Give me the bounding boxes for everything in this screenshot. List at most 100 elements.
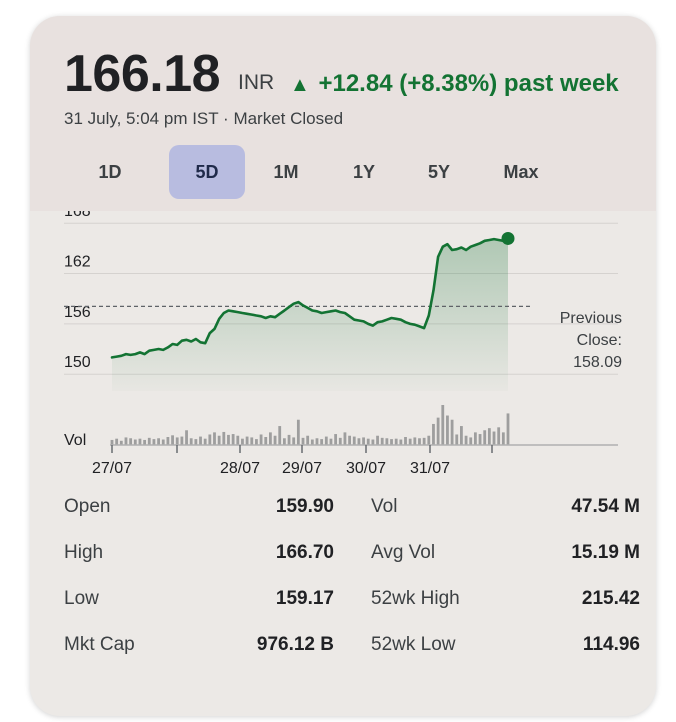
volume-bar [506, 413, 510, 445]
last-price-dot [501, 231, 515, 245]
volume-bar [115, 438, 119, 445]
volume-bar [362, 437, 365, 445]
volume-bar [432, 423, 435, 445]
stat-row-low: Low 159.17 52wk High 215.42 [64, 578, 640, 624]
quote-header [30, 16, 656, 211]
y-tick-label: 162 [64, 254, 91, 271]
stat-value-open: 159.90 [275, 496, 334, 517]
volume-bar [133, 439, 137, 445]
tab-max[interactable]: Max [503, 162, 539, 182]
volume-bar [255, 439, 258, 445]
volume-bar [352, 436, 356, 445]
volume-label: Vol [64, 432, 86, 449]
volume-bar [483, 430, 487, 445]
volume-bar [175, 437, 179, 445]
tab-1d[interactable]: 1D [98, 162, 122, 182]
volume-bar [282, 438, 286, 445]
price-change: ▲ +12.84 (+8.38%) past week [290, 70, 624, 99]
stat-value-vol: 47.54 M [571, 496, 640, 517]
volume-bar [189, 438, 193, 445]
volume-bar [334, 434, 338, 445]
stat-row-high: High 166.70 Avg Vol 15.19 M [64, 532, 640, 578]
stat-label-52wk-high: 52wk High [371, 588, 460, 609]
previous-close-value: 158.09 [573, 354, 622, 371]
volume-bar [264, 437, 268, 445]
tab-5y[interactable]: 5Y [427, 162, 451, 182]
volume-bar [166, 437, 170, 445]
volume-bar [413, 437, 417, 445]
price-change-text: +12.84 (+8.38%) past week [318, 70, 619, 97]
stock-quote-card: 166.18 INR ▲ +12.84 (+8.38%) past week 3… [30, 16, 656, 716]
price-area [112, 238, 508, 391]
volume-bar [348, 435, 351, 445]
volume-bar [129, 438, 133, 445]
stat-label-mkt-cap: Mkt Cap [64, 634, 135, 655]
volume-bar [310, 439, 314, 445]
volume-bar [446, 415, 449, 445]
volume-bar [404, 437, 407, 445]
volume-bar [390, 439, 393, 445]
price-row: 166.18 INR ▲ +12.84 (+8.38%) past week [64, 46, 624, 102]
volume-bar [231, 434, 235, 445]
volume-bar [194, 439, 198, 445]
volume-bar [199, 436, 202, 445]
volume-bar [269, 432, 272, 445]
volume-bar [157, 438, 160, 445]
volume-bar [324, 436, 328, 445]
volume-bar [371, 439, 375, 445]
volume-bar [222, 431, 226, 445]
volume-bar [436, 417, 440, 445]
volume-bar [487, 428, 491, 445]
previous-close-caption: Previous Close: [560, 310, 622, 349]
stat-label-52wk-low: 52wk Low [371, 634, 456, 655]
timestamp-status: 31 July, 5:04 pm IST · Market Closed [64, 109, 344, 128]
volume-bar [455, 434, 459, 445]
volume-bar [296, 419, 300, 445]
volume-bar [213, 432, 216, 445]
tab-1m[interactable]: 1M [273, 162, 299, 182]
y-tick-label: 156 [64, 304, 91, 321]
volume-bar [376, 435, 379, 445]
x-tick-label: 29/07 [282, 460, 322, 477]
volume-bar [418, 438, 421, 445]
volume-bar [380, 437, 384, 445]
stat-value-avg-vol: 15.19 M [571, 542, 640, 563]
volume-bar [408, 438, 412, 445]
stat-row-mkt-cap: Mkt Cap 976.12 B 52wk Low 114.96 [64, 624, 640, 670]
stat-value-high: 166.70 [275, 542, 334, 563]
stat-value-low: 159.17 [275, 588, 334, 609]
volume-bar [473, 432, 477, 445]
previous-close-label: Previous Close: 158.09 [560, 310, 622, 371]
volume-bar [441, 405, 445, 445]
volume-bar [161, 439, 165, 445]
volume-bar [278, 426, 282, 445]
volume-bar [343, 432, 347, 445]
volume-bar [259, 434, 263, 445]
currency-code: INR [238, 71, 275, 94]
volume-bar [241, 438, 244, 445]
volume-bar [180, 436, 184, 445]
volume-bar [427, 435, 431, 445]
volume-bar [450, 419, 454, 445]
volume-bar [394, 438, 398, 445]
stat-value-mkt-cap: 976.12 B [256, 634, 334, 655]
tab-5d[interactable]: 5D [169, 145, 245, 199]
volume-bar [469, 437, 473, 445]
stat-label-vol: Vol [371, 496, 398, 517]
volume-bar [357, 438, 361, 445]
y-tick-label: 150 [64, 354, 91, 371]
volume-bar [501, 432, 505, 445]
price-line [110, 237, 510, 359]
volume-bar [236, 435, 240, 445]
stat-label-avg-vol: Avg Vol [371, 542, 436, 563]
volume-bar [292, 437, 296, 445]
volume-bar [124, 437, 128, 445]
volume-bar [315, 438, 319, 445]
stat-label-high: High [64, 542, 104, 563]
price-chart[interactable]: 168 162 156 150 Previous Close: 158.09 Vol 2… [30, 211, 656, 481]
volume-bar [250, 437, 254, 445]
volume-bar [185, 430, 188, 445]
tab-1y[interactable]: 1Y [352, 162, 376, 182]
volume-bar [227, 434, 230, 445]
volume-bar [119, 440, 123, 445]
